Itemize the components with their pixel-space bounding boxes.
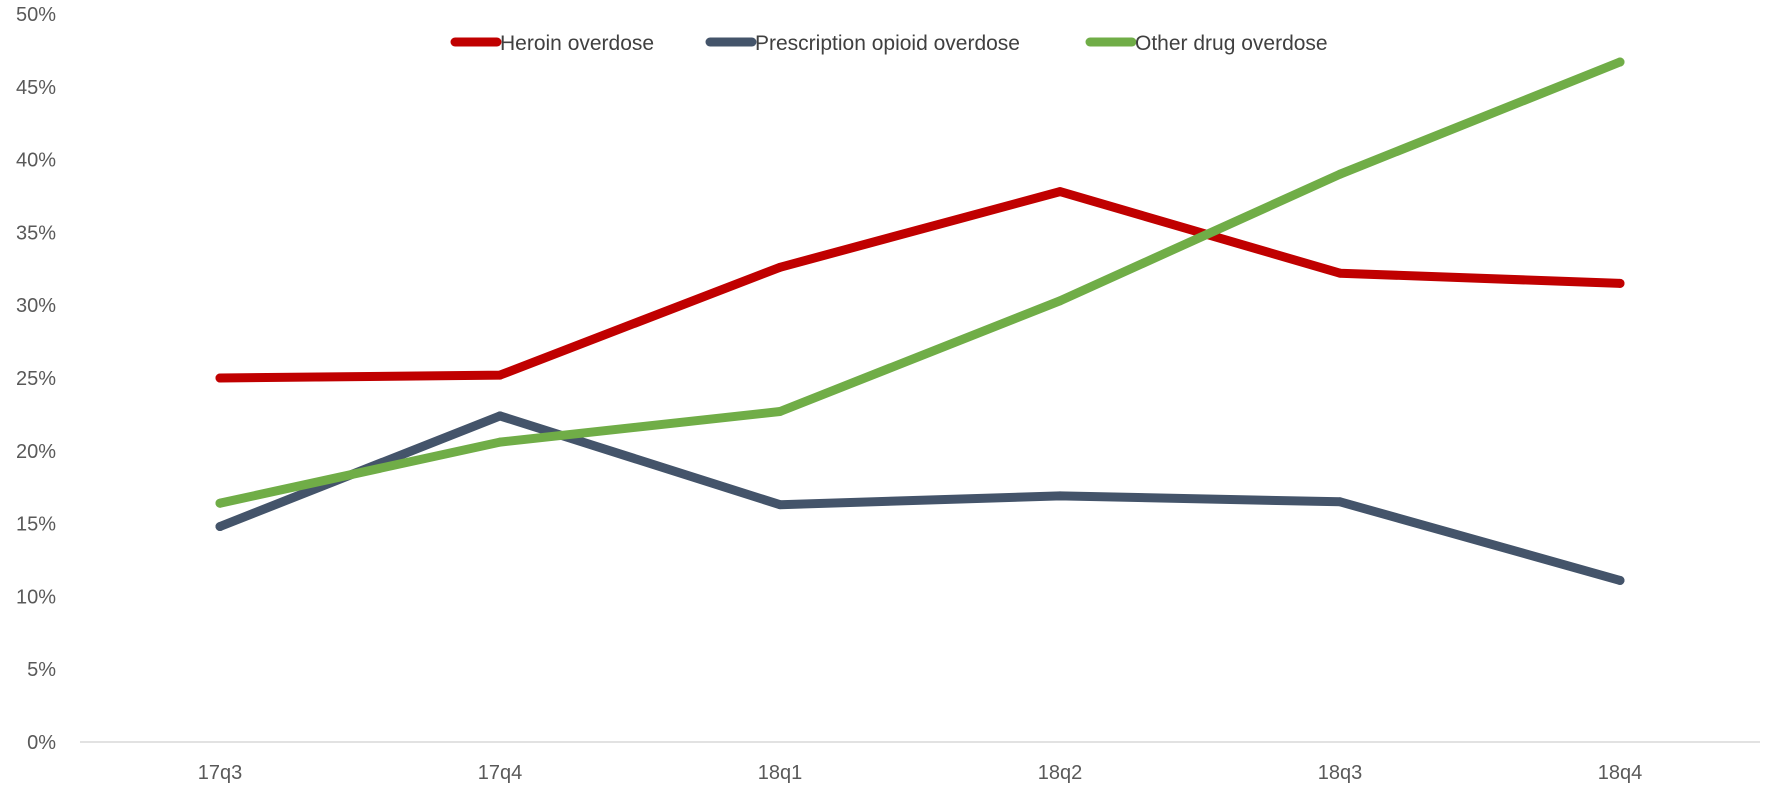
x-tick-label: 18q4 bbox=[1598, 762, 1643, 784]
y-axis: 0% 5% 10% 15% 20% 25% 30% 35% 40% 45% 50% bbox=[16, 4, 56, 754]
data-point bbox=[215, 522, 225, 532]
y-tick-label: 25% bbox=[16, 368, 56, 390]
data-point bbox=[215, 373, 225, 383]
x-tick-label: 17q4 bbox=[478, 762, 523, 784]
y-tick-label: 35% bbox=[16, 222, 56, 244]
x-tick-label: 18q3 bbox=[1318, 762, 1363, 784]
y-tick-label: 5% bbox=[27, 659, 56, 681]
data-point bbox=[495, 411, 505, 421]
legend-label: Heroin overdose bbox=[500, 32, 654, 55]
x-tick-label: 18q1 bbox=[758, 762, 803, 784]
data-point bbox=[1335, 268, 1345, 278]
x-tick-label: 18q2 bbox=[1038, 762, 1083, 784]
data-point bbox=[495, 370, 505, 380]
series-line-0 bbox=[215, 187, 1625, 383]
y-tick-label: 0% bbox=[27, 732, 56, 754]
data-point bbox=[1055, 187, 1065, 197]
data-point bbox=[775, 262, 785, 272]
y-tick-label: 45% bbox=[16, 77, 56, 99]
data-point bbox=[215, 498, 225, 508]
legend-item: Prescription opioid overdose bbox=[705, 32, 1020, 55]
y-tick-label: 30% bbox=[16, 295, 56, 317]
series-line-1 bbox=[215, 411, 1625, 585]
y-tick-label: 50% bbox=[16, 4, 56, 26]
legend-label: Prescription opioid overdose bbox=[755, 32, 1020, 55]
data-point bbox=[775, 406, 785, 416]
legend-label: Other drug overdose bbox=[1135, 32, 1328, 55]
data-point bbox=[1615, 57, 1625, 67]
y-tick-label: 20% bbox=[16, 441, 56, 463]
series-group bbox=[215, 57, 1625, 585]
data-point bbox=[1615, 278, 1625, 288]
legend-item: Heroin overdose bbox=[450, 32, 654, 55]
y-tick-label: 10% bbox=[16, 586, 56, 608]
series-line-2 bbox=[215, 57, 1625, 508]
x-tick-label: 17q3 bbox=[198, 762, 243, 784]
data-point bbox=[1055, 296, 1065, 306]
data-point bbox=[1335, 497, 1345, 507]
data-point bbox=[495, 437, 505, 447]
x-axis: 17q3 17q4 18q1 18q2 18q3 18q4 bbox=[80, 741, 1760, 784]
legend-item: Other drug overdose bbox=[1085, 32, 1328, 55]
y-tick-label: 40% bbox=[16, 150, 56, 172]
data-point bbox=[1615, 575, 1625, 585]
legend: Heroin overdose Prescription opioid overd… bbox=[450, 32, 1328, 55]
data-point bbox=[775, 500, 785, 510]
data-point bbox=[1335, 169, 1345, 179]
y-tick-label: 15% bbox=[16, 514, 56, 536]
data-point bbox=[1055, 491, 1065, 501]
